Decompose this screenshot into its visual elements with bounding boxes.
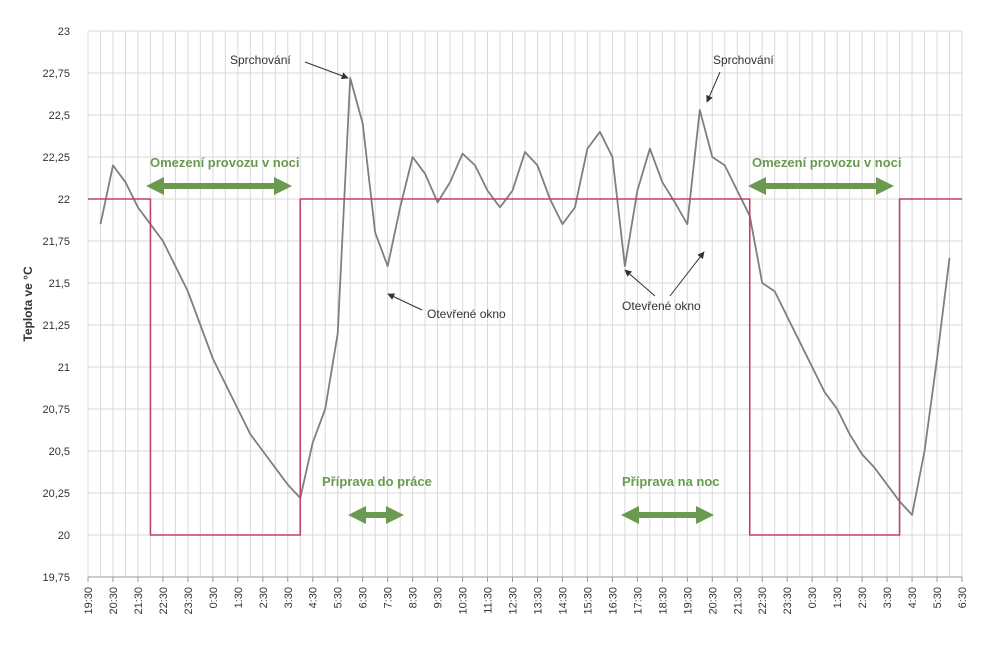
x-tick-label: 8:30	[408, 587, 420, 608]
x-tick-label: 9:30	[433, 587, 445, 608]
annotation: Omezení provozu v noci	[150, 155, 300, 170]
x-tick-label: 4:30	[907, 587, 919, 608]
x-tick-label: 14:30	[557, 587, 569, 615]
y-tick-label: 22,5	[49, 110, 70, 122]
y-tick-label: 22,75	[42, 68, 70, 80]
series-line	[88, 198, 962, 536]
annotation-arrow	[669, 251, 705, 297]
x-tick-label: 0:30	[807, 587, 819, 608]
y-tick-label: 20	[58, 530, 70, 542]
x-tick-label: 16:30	[607, 587, 619, 615]
x-tick-label: 23:30	[183, 587, 195, 615]
y-axis-label: Teplota ve °C	[21, 266, 35, 342]
x-tick-label: 17:30	[632, 587, 644, 615]
x-tick-label: 11:30	[483, 587, 495, 614]
x-tick-label: 22:30	[158, 587, 170, 615]
x-tick-label: 4:30	[308, 587, 320, 608]
annotation: Otevřené okno	[427, 307, 506, 321]
x-tick-label: 20:30	[707, 587, 719, 615]
annotation-arrow	[706, 71, 721, 103]
x-tick-label: 19:30	[83, 587, 95, 615]
x-tick-label: 19:30	[682, 587, 694, 615]
x-tick-label: 15:30	[582, 587, 594, 615]
x-tick-label: 6:30	[957, 587, 969, 608]
x-tick-label: 3:30	[882, 587, 894, 608]
x-tick-label: 5:30	[932, 587, 944, 608]
annotation: Sprchování	[713, 53, 774, 67]
annotation: Sprchování	[230, 53, 291, 67]
x-tick-label: 21:30	[732, 587, 744, 615]
x-tick-label: 23:30	[782, 587, 794, 615]
x-tick-label: 2:30	[258, 587, 270, 608]
x-tick-label: 1:30	[233, 587, 245, 608]
annotation-arrow	[387, 293, 423, 311]
grid	[87, 30, 963, 578]
x-tick-label: 3:30	[283, 587, 295, 608]
x-tick-label: 7:30	[383, 587, 395, 608]
x-tick-label: 6:30	[358, 587, 370, 608]
y-tick-label: 21,75	[42, 236, 70, 248]
x-tick-label: 1:30	[832, 587, 844, 608]
x-tick-label: 18:30	[657, 587, 669, 615]
x-tick-label: 12:30	[508, 587, 520, 615]
y-tick-label: 21,25	[42, 320, 70, 332]
x-tick-label: 10:30	[458, 587, 470, 615]
annotation: Příprava na noc	[622, 474, 720, 489]
annotation: Omezení provozu v noci	[752, 155, 902, 170]
annotation: Otevřené okno	[622, 299, 701, 313]
x-tick-label: 20:30	[108, 587, 120, 615]
x-tick-label: 5:30	[333, 587, 345, 608]
annotations: Sprchování Sprchování Omezení provozu v …	[146, 53, 902, 524]
y-tick-label: 19,75	[42, 572, 70, 584]
annotation-arrow	[304, 61, 349, 80]
y-tick-label: 20,25	[42, 488, 70, 500]
x-tick-label: 0:30	[208, 587, 220, 608]
x-tick-label: 22:30	[757, 587, 769, 615]
series-line	[99, 77, 951, 516]
y-tick-label: 20,5	[49, 446, 70, 458]
annotation-arrow	[624, 269, 656, 297]
x-tick-label: 21:30	[133, 587, 145, 615]
y-tick-label: 20,75	[42, 404, 70, 416]
x-tick-label: 2:30	[857, 587, 869, 608]
y-tick-label: 22,25	[42, 152, 70, 164]
marks	[88, 77, 962, 536]
annotation: Příprava do práce	[322, 474, 432, 489]
y-tick-label: 23	[58, 26, 70, 38]
y-tick-label: 21	[58, 362, 70, 374]
y-tick-label: 22	[58, 194, 70, 206]
y-tick-label: 21,5	[49, 278, 70, 290]
x-tick-label: 13:30	[532, 587, 544, 615]
